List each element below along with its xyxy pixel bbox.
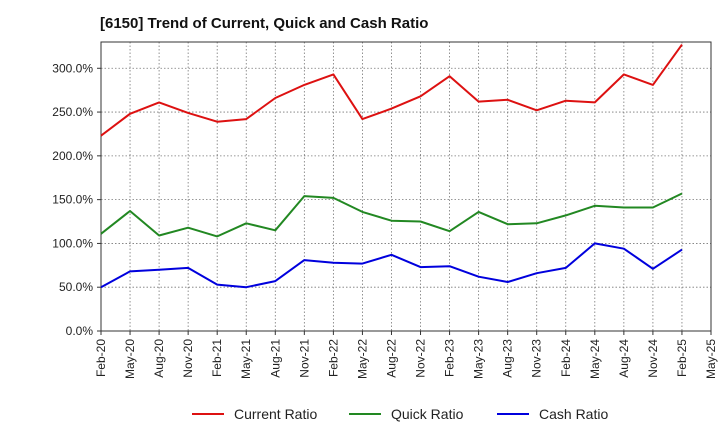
x-tick-label: Feb-22 <box>326 339 340 377</box>
x-tick-label: Nov-22 <box>414 339 428 378</box>
x-tick-label: May-25 <box>704 339 718 379</box>
x-tick-label: Nov-21 <box>297 339 311 378</box>
x-tick-label: May-23 <box>472 339 486 379</box>
x-tick-label: Feb-25 <box>675 339 689 377</box>
x-tick-label: Feb-20 <box>94 339 108 377</box>
x-tick-label: Nov-20 <box>181 339 195 378</box>
quick-ratio-legend-label: Quick Ratio <box>391 406 464 422</box>
x-tick-label: Aug-21 <box>268 339 282 378</box>
y-tick-label: 250.0% <box>52 105 93 119</box>
grid-lines <box>101 42 711 332</box>
x-axis: Feb-20 May-20 Aug-20 Nov-20 Feb-21 May-21 Aug-… <box>94 331 718 379</box>
y-tick-label: 200.0% <box>52 149 93 163</box>
y-axis: 0.0% 50.0% 100.0% 150.0% 200.0% 250.0% 300.0% <box>52 61 101 338</box>
chart-title: [6150] Trend of Current, Quick and Cash … <box>100 15 428 32</box>
plot-area-frame <box>100 41 712 332</box>
x-tick-label: Nov-24 <box>646 339 660 378</box>
x-tick-label: May-24 <box>588 339 602 379</box>
y-tick-label: 50.0% <box>59 280 93 294</box>
cash-ratio-line <box>100 242 683 289</box>
series-lines <box>100 44 683 289</box>
x-tick-label: May-20 <box>123 339 137 379</box>
x-tick-label: Feb-21 <box>210 339 224 377</box>
legend: Current Ratio Quick Ratio Cash Ratio <box>192 406 608 422</box>
y-tick-label: 300.0% <box>52 61 93 75</box>
current-ratio-legend-label: Current Ratio <box>234 406 317 422</box>
quick-ratio-line <box>100 192 683 238</box>
y-tick-label: 100.0% <box>52 236 93 250</box>
current-ratio-line <box>100 44 683 137</box>
x-tick-label: May-22 <box>355 339 369 379</box>
x-tick-label: Aug-23 <box>501 339 515 378</box>
x-tick-label: Feb-23 <box>443 339 457 377</box>
y-tick-label: 150.0% <box>52 193 93 207</box>
x-tick-label: May-21 <box>239 339 253 379</box>
y-tick-label: 0.0% <box>66 324 94 338</box>
x-tick-label: Aug-20 <box>152 339 166 378</box>
x-tick-label: Feb-24 <box>559 339 573 377</box>
x-tick-label: Nov-23 <box>530 339 544 378</box>
cash-ratio-legend-label: Cash Ratio <box>539 406 608 422</box>
x-tick-label: Aug-24 <box>617 339 631 378</box>
x-tick-label: Aug-22 <box>384 339 398 378</box>
